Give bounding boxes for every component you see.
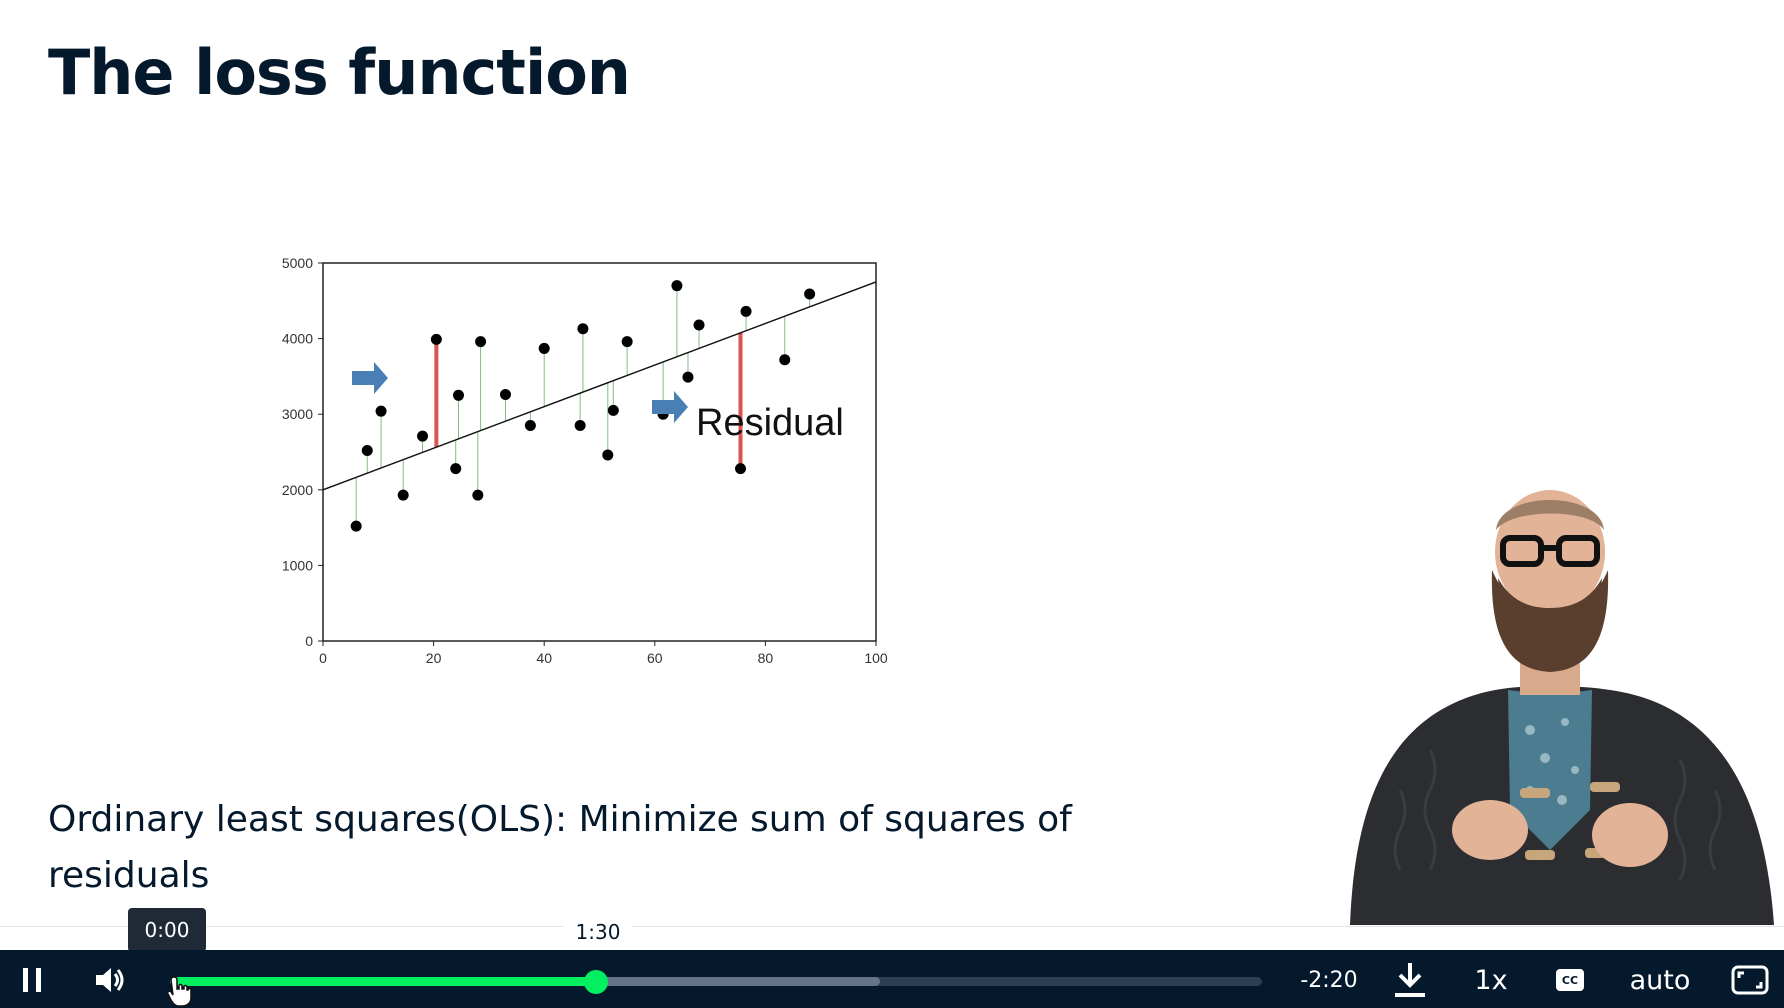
cc-icon: CC	[1556, 969, 1584, 991]
y-tick-label: 1000	[282, 557, 313, 573]
y-axis-ticks: 0 1000 2000 3000 4000 5000	[282, 255, 323, 649]
data-point	[361, 444, 373, 456]
data-point	[735, 463, 747, 475]
y-tick-label: 5000	[282, 255, 313, 271]
presenter-video	[1350, 490, 1774, 925]
data-point	[397, 489, 409, 501]
arrow-icon-right	[652, 391, 688, 423]
hover-time-tooltip: 1:30	[564, 910, 632, 954]
data-point	[475, 336, 487, 348]
volume-icon	[96, 968, 124, 992]
x-tick-label: 0	[319, 650, 327, 666]
data-point	[450, 463, 462, 475]
arrow-annotations	[352, 362, 688, 423]
quality-button[interactable]: auto	[1629, 964, 1691, 996]
arrow-icon-left	[352, 362, 388, 394]
data-point	[452, 389, 464, 401]
captions-button[interactable]: CC	[1554, 962, 1586, 998]
cc-label: CC	[1561, 973, 1579, 987]
download-icon	[1395, 963, 1425, 997]
data-point	[621, 336, 633, 348]
plot-frame	[322, 262, 877, 642]
data-point	[499, 389, 511, 401]
regression-line	[322, 281, 877, 491]
data-point	[538, 342, 550, 354]
slide-caption: Ordinary least squares(OLS): Minimize su…	[48, 799, 1072, 896]
data-point	[577, 323, 589, 335]
pause-icon	[23, 968, 41, 992]
x-tick-label: 60	[647, 650, 663, 666]
slide-divider	[0, 926, 1784, 927]
data-point	[375, 405, 387, 417]
x-axis-ticks: 0 20 40 60 80 100	[319, 641, 888, 666]
progress-played	[170, 977, 596, 986]
data-point	[602, 449, 614, 461]
x-tick-label: 20	[426, 650, 442, 666]
y-tick-label: 0	[305, 633, 313, 649]
y-tick-label: 4000	[282, 331, 313, 347]
y-tick-label: 3000	[282, 406, 313, 422]
data-point	[350, 520, 362, 532]
current-time-tooltip: 0:00	[128, 908, 206, 952]
data-points	[350, 280, 816, 532]
data-point	[740, 305, 752, 317]
data-point	[607, 404, 619, 416]
data-point	[804, 288, 816, 300]
fullscreen-button[interactable]	[1730, 962, 1770, 998]
data-point	[574, 420, 586, 432]
x-tick-label: 80	[758, 650, 774, 666]
download-button[interactable]	[1390, 958, 1430, 1000]
pause-button[interactable]	[14, 960, 50, 1000]
y-tick-label: 2000	[282, 482, 313, 498]
hand-cursor-icon	[167, 976, 192, 1007]
progress-scrubber[interactable]	[583, 970, 608, 994]
residual-label: Residual	[696, 402, 844, 444]
fullscreen-icon	[1731, 965, 1769, 995]
data-point	[693, 319, 705, 331]
x-tick-label: 40	[536, 650, 552, 666]
remaining-time: -2:20	[1300, 967, 1358, 993]
data-point	[671, 280, 683, 292]
volume-button[interactable]	[90, 960, 130, 1000]
data-point	[417, 430, 429, 442]
data-point	[524, 420, 536, 432]
data-point	[682, 371, 694, 383]
scatter-chart: 0 1000 2000 3000 4000 5000 0 20 40 60 80 100 Resid…	[282, 255, 888, 666]
data-point	[779, 354, 791, 366]
playback-speed-button[interactable]: 1x	[1474, 964, 1508, 996]
data-point	[430, 333, 442, 345]
slide-title: The loss function	[48, 36, 631, 109]
residual-lines	[355, 285, 811, 527]
x-tick-label: 100	[864, 650, 888, 666]
data-point	[472, 489, 484, 501]
